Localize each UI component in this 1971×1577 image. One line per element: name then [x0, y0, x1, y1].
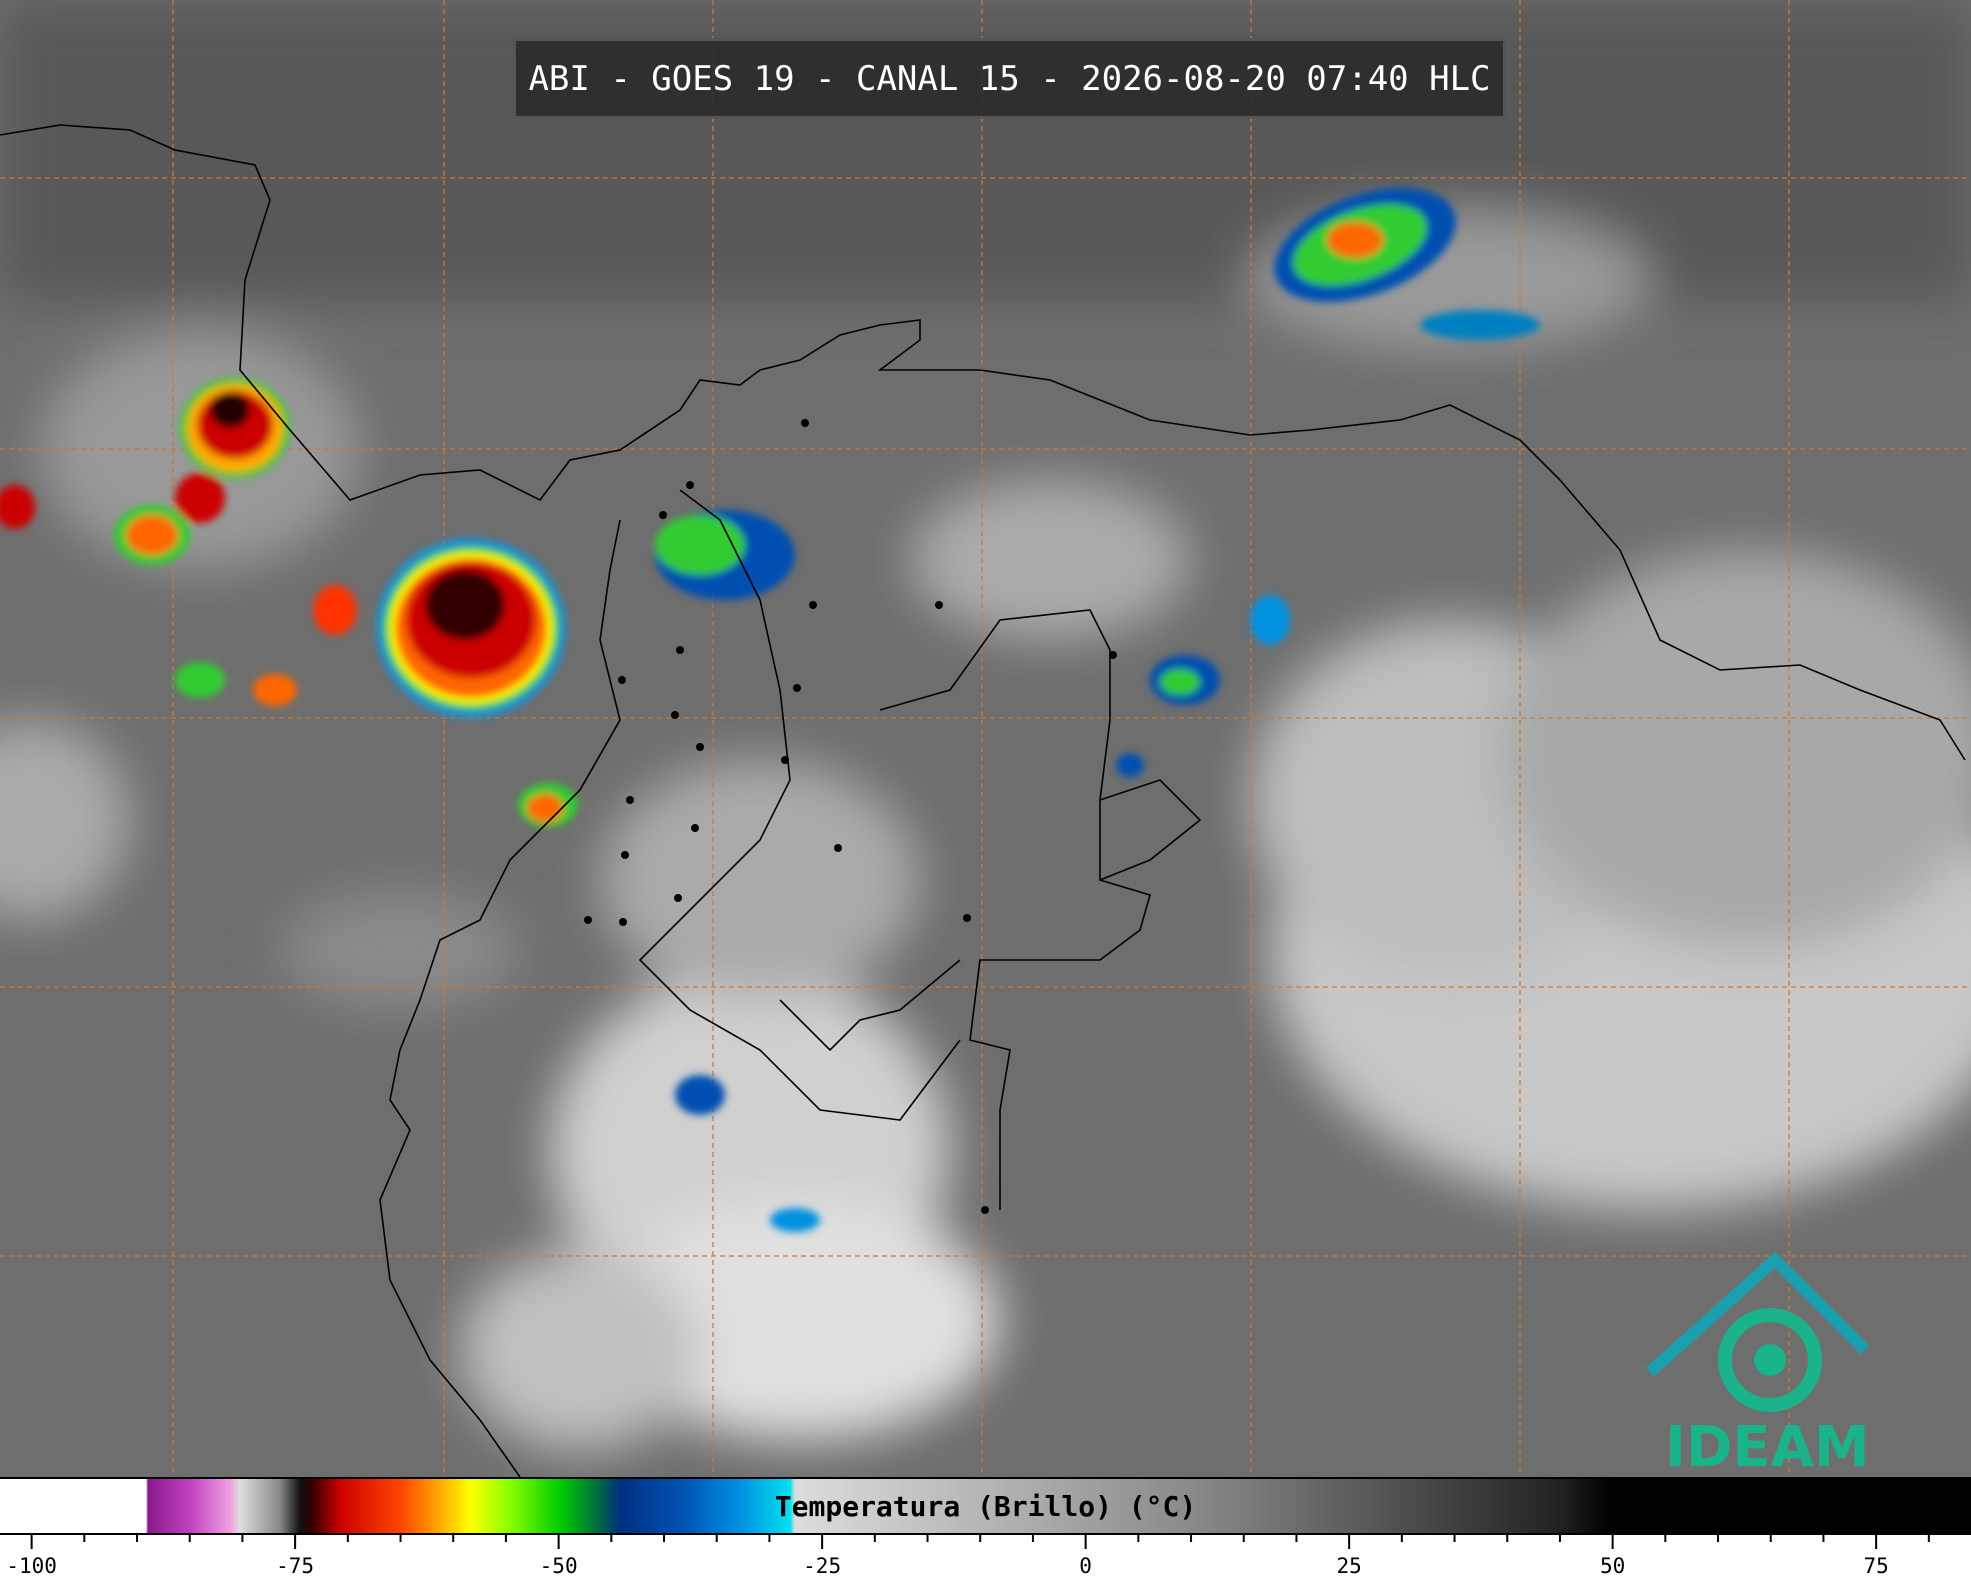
tick-label: -100	[6, 1554, 57, 1577]
satellite-map	[0, 0, 1971, 1477]
title: ABI - GOES 19 - CANAL 15 - 2026-08-20 07…	[513, 38, 1506, 119]
clouds	[0, 0, 1971, 1450]
logo-text: IDEAM	[1665, 1415, 1870, 1480]
city-markers	[584, 419, 1117, 1214]
coastlines	[0, 124, 1966, 1477]
tick-label: 50	[1600, 1554, 1625, 1577]
colorbar	[0, 1477, 1971, 1535]
tick-label: -50	[540, 1554, 578, 1577]
tick-label: 75	[1863, 1554, 1888, 1577]
tick-label: -25	[803, 1554, 841, 1577]
tick-label: -75	[276, 1554, 314, 1577]
logo-mark	[1645, 1251, 1870, 1412]
graticule	[0, 0, 1971, 1477]
tick-label: 0	[1079, 1554, 1092, 1577]
convective-storms	[0, 187, 1540, 1232]
colorbar-label: Temperatura (Brillo) (°C)	[774, 1490, 1197, 1523]
tick-label: 25	[1336, 1554, 1361, 1577]
